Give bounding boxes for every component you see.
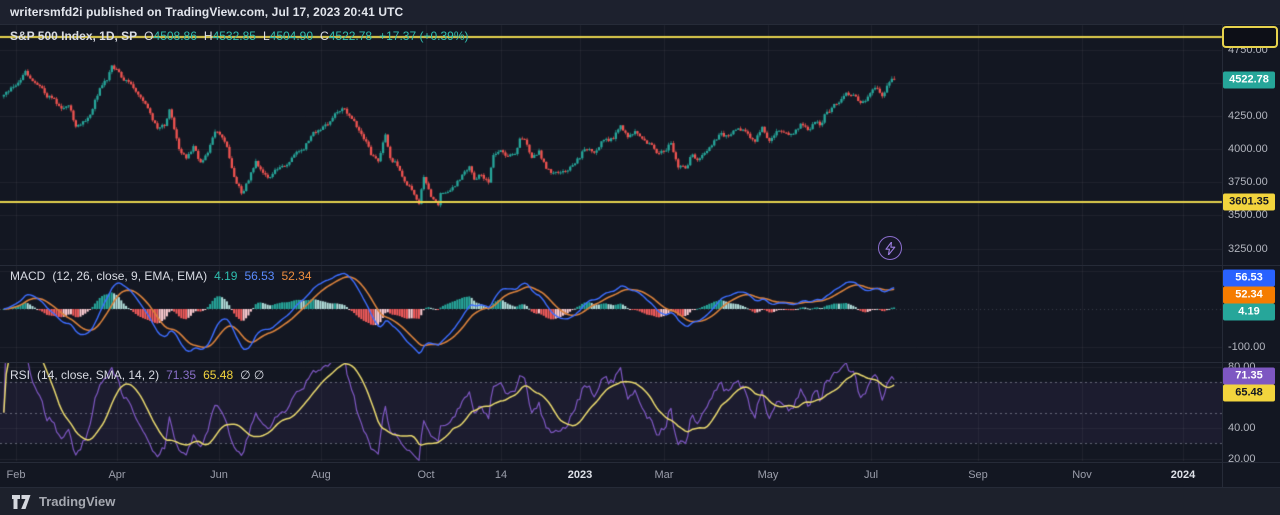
- tradingview-logo-icon[interactable]: [12, 494, 31, 509]
- rsi-empty-sources: ∅ ∅: [240, 368, 265, 382]
- time-tick-label: 2023: [567, 469, 593, 481]
- time-tick-label: 14: [494, 469, 508, 481]
- axis-divider: [0, 462, 1280, 463]
- rsi-params: (14, close, SMA, 14, 2): [37, 368, 160, 382]
- open-label: O: [144, 29, 154, 43]
- rsi-sma-value: 65.48: [203, 368, 234, 382]
- symbol-title: S&P 500 Index, 1D, SP: [10, 29, 138, 43]
- time-tick-label: Sep: [968, 469, 988, 481]
- macd-hist-value: 4.19: [214, 269, 238, 283]
- rsi-title: RSI: [10, 368, 31, 382]
- price-badge: 56.53: [1223, 269, 1275, 287]
- price-badge: 3601.35: [1223, 193, 1275, 211]
- publish-text: writersmfd2i published on TradingView.co…: [10, 5, 404, 19]
- low-label: L: [262, 29, 270, 43]
- footer-bar: TradingView: [0, 487, 1280, 515]
- price-badge: 4522.78: [1223, 71, 1275, 89]
- low-value: 4504.90: [269, 29, 314, 43]
- price-scale-label: 4000.00: [1228, 143, 1268, 156]
- scale-divider: [1222, 24, 1223, 487]
- time-tick-label: Apr: [108, 469, 126, 481]
- lightning-icon: [884, 241, 895, 255]
- time-tick-label: Aug: [311, 469, 331, 481]
- pane-divider-macd[interactable]: [0, 265, 1280, 266]
- price-scale-label: 3750.00: [1228, 176, 1268, 189]
- macd-line-value: 56.53: [244, 269, 275, 283]
- time-tick-label: 2024: [1170, 469, 1196, 481]
- alert-price-box[interactable]: [1222, 26, 1278, 48]
- macd-title: MACD: [10, 269, 46, 283]
- price-scale-label: 4250.00: [1228, 110, 1268, 122]
- pane-divider-rsi[interactable]: [0, 362, 1280, 363]
- high-label: H: [203, 29, 213, 43]
- time-tick-label: May: [757, 469, 779, 481]
- rsi-legend[interactable]: RSI (14, close, SMA, 14, 2) 71.35 65.48 …: [10, 368, 264, 382]
- pane-divider: [0, 24, 1280, 25]
- symbol-legend[interactable]: S&P 500 Index, 1D, SP O4508.86 H4532.85 …: [10, 29, 469, 43]
- open-value: 4508.86: [153, 29, 197, 43]
- price-badge: 52.34: [1223, 286, 1275, 304]
- price-badge: 4.19: [1223, 303, 1275, 321]
- macd-legend[interactable]: MACD (12, 26, close, 9, EMA, EMA) 4.19 5…: [10, 269, 312, 283]
- price-scale-label: 20.00: [1228, 452, 1256, 465]
- time-tick-label: Feb: [6, 469, 26, 481]
- rsi-value: 71.35: [166, 368, 197, 382]
- price-badge: 71.35: [1223, 367, 1275, 385]
- close-value: 4522.78: [328, 29, 373, 43]
- tradingview-brand-text[interactable]: TradingView: [39, 494, 116, 509]
- price-scale-label: 40.00: [1228, 422, 1256, 434]
- time-tick-label: Jul: [863, 469, 879, 481]
- macd-params: (12, 26, close, 9, EMA, EMA): [52, 269, 208, 283]
- time-tick-label: Mar: [654, 469, 674, 481]
- price-scale-label: 3500.00: [1228, 209, 1268, 222]
- price-badge: 65.48: [1223, 384, 1275, 402]
- time-tick-label: Nov: [1072, 469, 1092, 481]
- price-scale-label: 3250.00: [1228, 242, 1268, 255]
- publish-info-bar: writersmfd2i published on TradingView.co…: [0, 0, 1280, 24]
- macd-signal-value: 52.34: [281, 269, 312, 283]
- time-tick-label: Oct: [417, 469, 435, 481]
- change-value: +17.37 (+0.39%): [379, 29, 469, 43]
- high-value: 4532.85: [212, 29, 256, 43]
- flash-boost-button[interactable]: [878, 236, 902, 260]
- close-label: C: [320, 29, 329, 43]
- time-tick-label: Jun: [210, 469, 228, 481]
- price-scale-label: -100.00: [1228, 341, 1266, 353]
